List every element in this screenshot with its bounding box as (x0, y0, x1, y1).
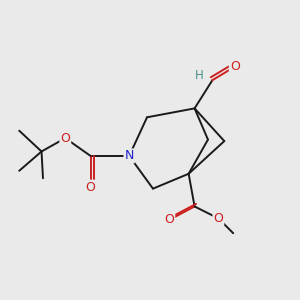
Text: O: O (230, 60, 240, 73)
Text: O: O (213, 212, 223, 225)
Text: O: O (60, 132, 70, 145)
Text: O: O (164, 213, 174, 226)
Text: H: H (195, 69, 203, 82)
Text: N: N (124, 149, 134, 162)
Text: O: O (85, 181, 95, 194)
